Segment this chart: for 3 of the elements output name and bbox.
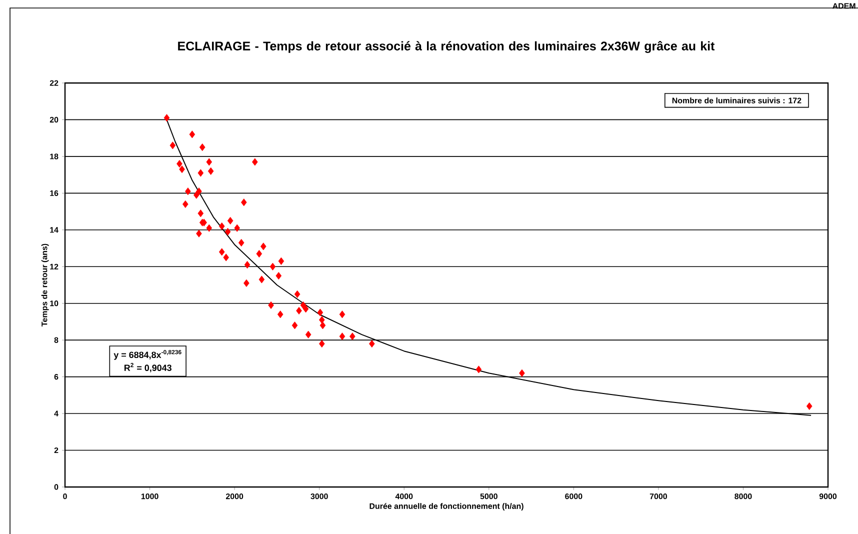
annotation: R$^{2}$ = 0,9043 — [124, 362, 172, 372]
annotation: y = 6884,8x$^{-0,8236}$ — [114, 350, 182, 360]
chart-title: ECLAIRAGE - Temps de retour associé à la rénovation des luminaires 2x36W grâce au kit — [178, 41, 715, 53]
